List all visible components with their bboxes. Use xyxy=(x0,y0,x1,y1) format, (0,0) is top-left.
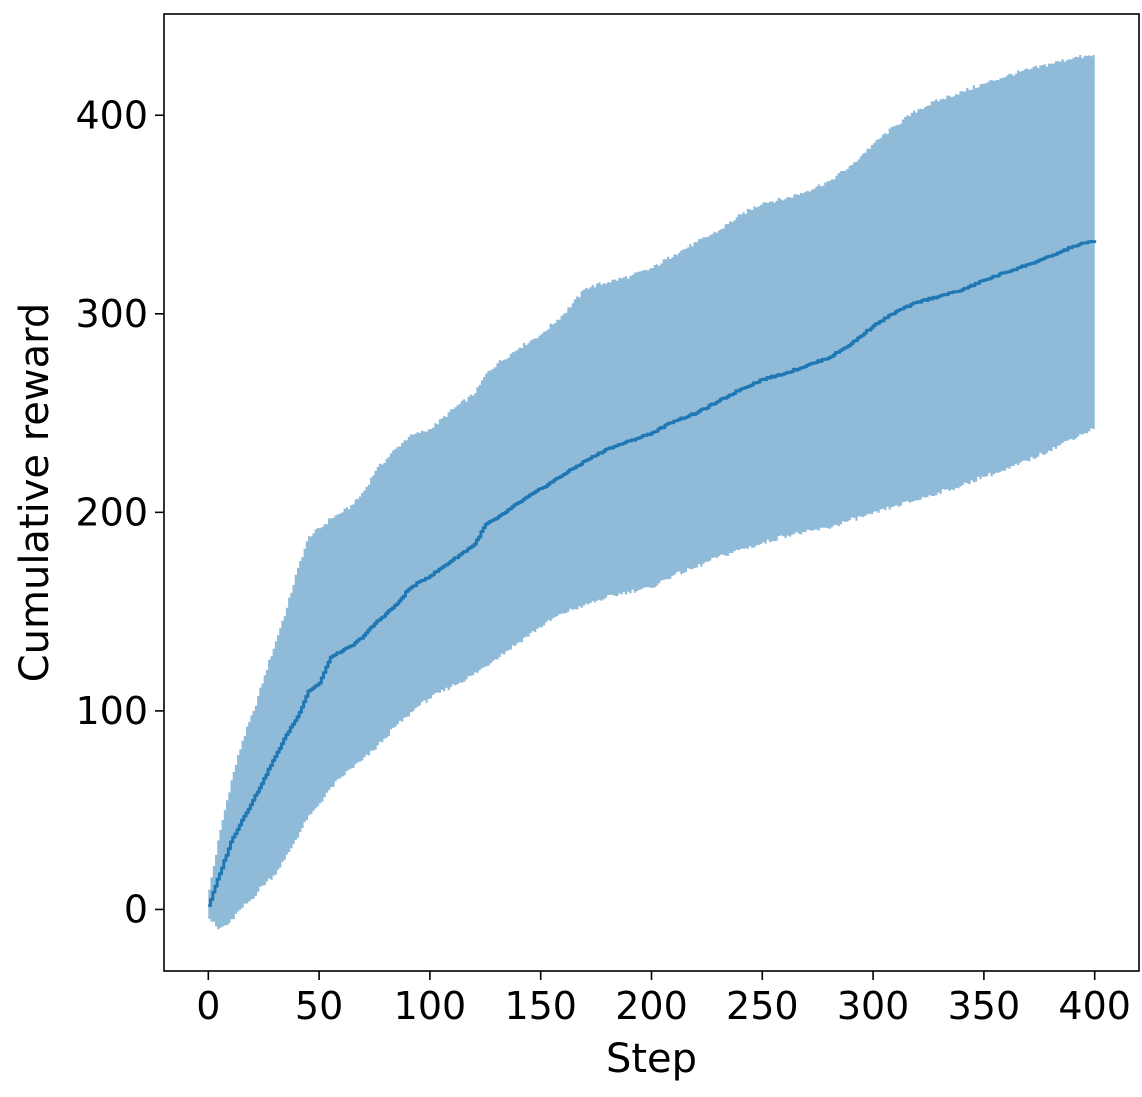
confidence-band xyxy=(208,55,1095,930)
y-axis-label: Cumulative reward xyxy=(12,303,58,683)
x-tick-label: 300 xyxy=(837,984,910,1028)
y-tick-label: 300 xyxy=(75,292,148,336)
x-tick-label: 0 xyxy=(196,984,220,1028)
x-tick-label: 150 xyxy=(504,984,577,1028)
y-tick-label: 0 xyxy=(124,887,148,931)
y-tick-label: 100 xyxy=(75,689,148,733)
x-tick-label: 350 xyxy=(948,984,1021,1028)
plot-area xyxy=(208,55,1097,930)
y-tick-label: 400 xyxy=(75,93,148,137)
y-tick-label: 200 xyxy=(75,490,148,534)
x-axis-label: Step xyxy=(606,1036,697,1082)
x-tick-label: 100 xyxy=(394,984,467,1028)
x-tick-label: 250 xyxy=(726,984,799,1028)
axis-ticks: 0 50 100 150 200 250 300 350 400 0 100 200 300 400 xyxy=(75,93,1130,1028)
mean-line xyxy=(208,240,1097,907)
x-tick-label: 200 xyxy=(615,984,688,1028)
x-tick-label: 400 xyxy=(1058,984,1131,1028)
x-tick-label: 50 xyxy=(295,984,343,1028)
